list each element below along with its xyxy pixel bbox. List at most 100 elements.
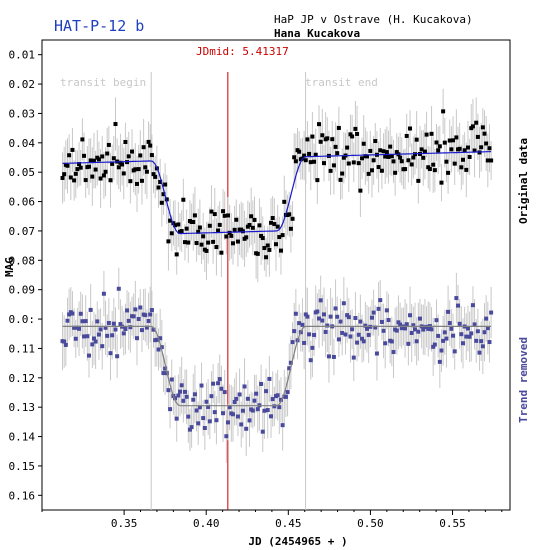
observer-line: HaP JP v Ostrave (H. Kucakova) xyxy=(274,13,473,26)
detrended-point xyxy=(376,306,381,311)
original-point xyxy=(287,212,292,217)
original-point xyxy=(351,160,356,165)
original-point xyxy=(273,242,278,247)
original-point xyxy=(120,162,125,167)
original-point xyxy=(90,174,95,179)
y-axis-label: MAG xyxy=(3,257,16,277)
detrended-point xyxy=(82,334,87,339)
detrended-point xyxy=(211,381,216,386)
detrended-point xyxy=(366,332,371,337)
detrended-point xyxy=(386,318,391,323)
original-point xyxy=(174,252,179,257)
detrended-point xyxy=(85,334,90,339)
original-point xyxy=(260,236,265,241)
original-point xyxy=(386,154,391,159)
detrended-point xyxy=(414,339,419,344)
detrended-point xyxy=(328,314,333,319)
detrended-point xyxy=(161,371,166,376)
original-point xyxy=(113,122,118,127)
detrended-point xyxy=(260,429,265,434)
detrended-point xyxy=(204,399,209,404)
detrended-point xyxy=(459,332,464,337)
original-point xyxy=(459,165,464,170)
detrended-point xyxy=(159,345,164,350)
detrended-point xyxy=(389,339,394,344)
detrended-point xyxy=(207,419,212,424)
detrended-point xyxy=(484,316,489,321)
detrended-point xyxy=(209,394,214,399)
original-point xyxy=(394,150,399,155)
original-point xyxy=(399,159,404,164)
original-point xyxy=(328,168,333,173)
detrended-point xyxy=(336,337,341,342)
original-point xyxy=(358,188,363,193)
detrended-point xyxy=(202,425,207,430)
original-point xyxy=(192,213,197,218)
original-point xyxy=(350,134,355,139)
detrended-point xyxy=(441,338,446,343)
original-point xyxy=(346,161,351,166)
detrended-point xyxy=(255,407,260,412)
original-point xyxy=(297,149,302,154)
original-point xyxy=(460,157,465,162)
original-point xyxy=(222,213,227,218)
original-point xyxy=(272,222,277,227)
detrended-point xyxy=(432,342,437,347)
original-point xyxy=(321,161,326,166)
original-point xyxy=(408,126,413,131)
original-point xyxy=(173,223,178,228)
detrended-point xyxy=(113,327,118,332)
original-point xyxy=(182,240,187,245)
original-point xyxy=(368,148,373,153)
detrended-point xyxy=(87,353,92,358)
original-point xyxy=(100,154,105,159)
detrended-point xyxy=(437,359,442,364)
original-point xyxy=(262,246,267,251)
original-point xyxy=(168,218,173,223)
original-point xyxy=(371,158,376,163)
detrended-point xyxy=(96,332,101,337)
legend-trend-removed: Trend removed xyxy=(517,337,530,423)
detrended-point xyxy=(62,339,67,344)
detrended-point xyxy=(264,389,269,394)
original-point xyxy=(212,212,217,217)
original-point xyxy=(149,153,154,158)
detrended-point xyxy=(245,396,250,401)
original-point xyxy=(462,148,467,153)
original-point xyxy=(472,148,477,153)
detrended-point xyxy=(166,388,171,393)
original-point xyxy=(432,168,437,173)
detrended-point xyxy=(285,390,290,395)
detrended-point xyxy=(199,383,204,388)
original-point xyxy=(65,163,70,168)
original-point xyxy=(429,131,434,136)
detrended-point xyxy=(460,341,465,346)
detrended-point xyxy=(411,323,416,328)
y-tick-label: 0.11 xyxy=(9,342,36,355)
original-point xyxy=(204,248,209,253)
detrended-point xyxy=(338,319,343,324)
original-point xyxy=(230,241,235,246)
detrended-fit-curve xyxy=(62,325,492,407)
y-tick-label: 0.05 xyxy=(9,166,36,179)
detrended-point xyxy=(452,349,457,354)
detrended-point xyxy=(178,389,183,394)
detrended-point xyxy=(151,327,156,332)
original-point xyxy=(176,222,181,227)
detrended-point xyxy=(412,327,417,332)
detrended-point xyxy=(100,344,105,349)
original-point xyxy=(91,158,96,163)
detrended-point xyxy=(335,314,340,319)
detrended-point xyxy=(310,345,315,350)
original-point xyxy=(447,138,452,143)
original-point xyxy=(163,182,168,187)
original-point xyxy=(436,148,441,153)
detrended-point xyxy=(189,425,194,430)
target-title: HAT-P-12 b xyxy=(54,17,145,35)
detrended-point xyxy=(403,326,408,331)
detrended-point xyxy=(470,303,475,308)
detrended-point xyxy=(240,408,245,413)
original-point xyxy=(269,220,274,225)
detrended-point xyxy=(181,398,186,403)
detrended-point xyxy=(108,351,113,356)
